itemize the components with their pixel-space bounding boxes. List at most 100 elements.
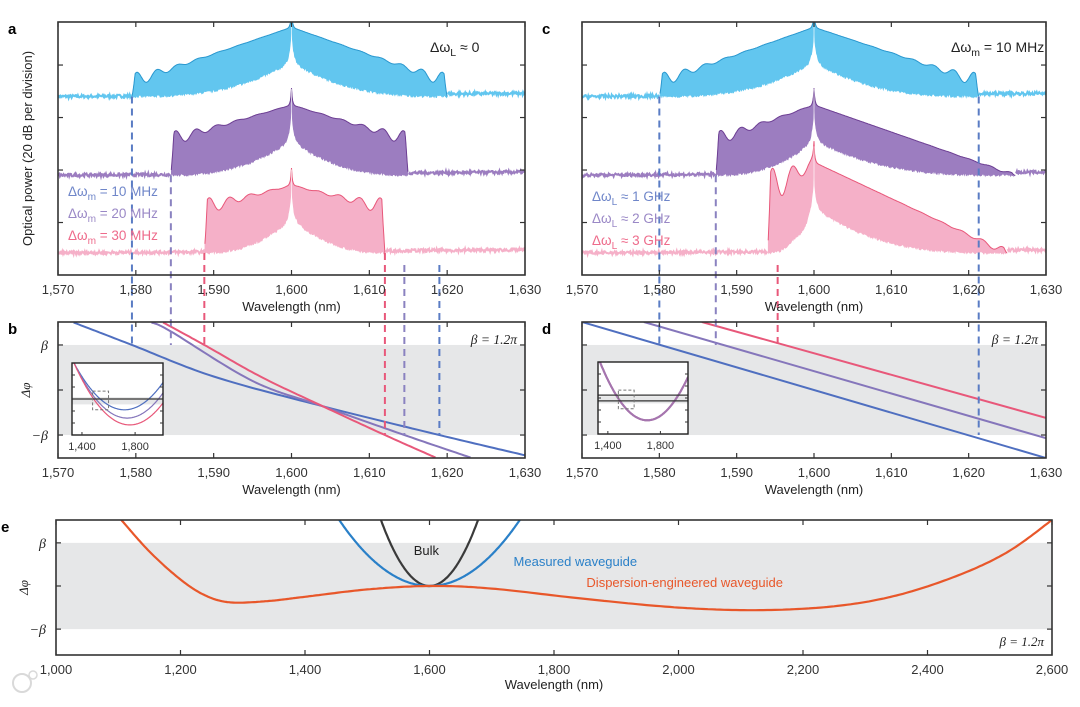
panel-c-annotation-symbol: Δω xyxy=(951,39,971,55)
curve-10-mhz xyxy=(73,322,525,457)
data-layer xyxy=(58,22,1052,612)
spectrum-baseline-1 xyxy=(978,89,1046,99)
panel-d-curves xyxy=(582,322,1046,458)
x-axis-label: Wavelength (nm) xyxy=(505,677,604,692)
legend-entry-1: Δωm = 10 MHz xyxy=(68,184,158,203)
panel-label-d: d xyxy=(542,321,551,338)
legend-entry-1-symbol: Δω xyxy=(68,184,88,199)
legend-entry-3-subscript: m xyxy=(88,236,96,247)
x-tick-label: 1,600 xyxy=(275,282,308,297)
x-tick-label: 1,630 xyxy=(1030,282,1063,297)
spectrum-fill-2 xyxy=(715,88,1016,178)
x-tick-label: 1,600 xyxy=(275,465,308,480)
panel-a-annotation-value: ≈ 0 xyxy=(456,39,479,55)
spectrum-fill-1 xyxy=(659,22,979,99)
curve-30-mhz xyxy=(162,322,436,458)
y-tick-label: −β xyxy=(30,623,46,638)
panel-b-curves xyxy=(73,322,525,458)
x-tick-label: 2,000 xyxy=(662,662,695,677)
inset-curve-3 xyxy=(598,362,688,422)
x-tick-label: 1,570 xyxy=(42,465,75,480)
panel-a-axes: 1,570 1,580 1,590 1,600 1,610 1,620 1,630 Wavel… xyxy=(8,21,541,314)
spectrum-envelope-2 xyxy=(170,88,409,172)
panel-c-axes: 1,570 1,580 1,590 1,600 1,610 1,620 1,630 Wavel… xyxy=(542,21,1062,314)
x-tick-label: 1,610 xyxy=(353,282,386,297)
panel-b-inset: 1,400 1,800 xyxy=(68,362,164,453)
y-axis-label: Δφ xyxy=(16,580,31,596)
panel-d-annotation: β = 1.2π xyxy=(991,332,1039,347)
x-tick-label: 2,400 xyxy=(911,662,944,677)
legend-entry-3: Δωm = 30 MHz xyxy=(68,228,158,247)
spectrum-fill-3 xyxy=(204,167,386,255)
x-tick-label: 1,630 xyxy=(509,282,542,297)
x-tick-label: 1,620 xyxy=(952,465,985,480)
legend-entry-3-subscript: L xyxy=(612,241,618,252)
dispersion-engineered-label: Dispersion-engineered waveguide xyxy=(586,575,783,590)
x-tick-label: 1,580 xyxy=(120,465,153,480)
inset-band xyxy=(598,396,688,404)
panel-c-annotation-value: = 10 MHz xyxy=(980,39,1044,55)
spectrum-baseline-3 xyxy=(58,247,206,259)
inset-curves xyxy=(73,363,163,426)
watermark xyxy=(12,670,38,693)
inset-curve-1 xyxy=(73,363,163,411)
panel-a-annotation-subscript: L xyxy=(450,47,456,59)
spectrum-baseline-2 xyxy=(58,169,172,181)
x-axis-label: Wavelength (nm) xyxy=(765,482,864,497)
x-tick-label: 1,630 xyxy=(1030,465,1063,480)
bulk-label: Bulk xyxy=(414,543,440,558)
watermark-logo-dot-icon xyxy=(28,670,38,680)
legend-entry-2-symbol: Δω xyxy=(68,206,88,221)
curve-3-ghz xyxy=(701,322,1046,419)
x-axis-label: Wavelength (nm) xyxy=(242,299,341,314)
inset-x-tick-label: 1,400 xyxy=(68,441,96,453)
panel-label-a: a xyxy=(8,21,17,38)
x-tick-label: 1,580 xyxy=(120,282,153,297)
x-tick-label: 1,570 xyxy=(42,282,75,297)
legend-entry-2: Δωm = 20 MHz xyxy=(68,206,158,225)
y-axis-label: Optical power (20 dB per division) xyxy=(20,51,35,246)
spectrum-baseline-3 xyxy=(582,246,769,259)
legend-entry-2-value: = 20 MHz xyxy=(96,206,158,221)
x-tick-label: 1,590 xyxy=(197,465,230,480)
legend-entry-2-subscript: m xyxy=(88,214,96,225)
spectrum-baseline-1 xyxy=(582,90,660,102)
legend-entry-2-subscript: L xyxy=(612,219,618,230)
inset-x-tick-label: 1,800 xyxy=(121,441,149,453)
panel-c-spectra xyxy=(582,22,1046,259)
watermark-logo-icon xyxy=(12,673,32,693)
inset-zoom-box xyxy=(92,390,110,411)
panel-label-c: c xyxy=(542,21,550,38)
x-axis-label: Wavelength (nm) xyxy=(765,299,864,314)
spectrum-baseline-1 xyxy=(446,88,525,99)
panel-e-curves xyxy=(120,520,1052,612)
x-tick-label: 1,590 xyxy=(197,282,230,297)
spectrum-baseline-2 xyxy=(582,169,717,180)
x-tick-label: 1,610 xyxy=(875,465,908,480)
x-tick-label: 1,200 xyxy=(164,662,197,677)
spectrum-envelope-3 xyxy=(767,141,1008,254)
legend-entry-3-symbol: Δω xyxy=(68,228,88,243)
beta-band xyxy=(56,542,1052,630)
x-tick-label: 2,200 xyxy=(787,662,820,677)
legend-entry-2: ΔωL ≈ 2 GHz xyxy=(592,211,671,230)
legend-entry-1-symbol: Δω xyxy=(592,189,612,204)
x-tick-label: 1,610 xyxy=(875,282,908,297)
panel-b-axes: 1,570 1,580 1,590 1,600 1,610 1,620 1,630 β −β Wa… xyxy=(8,321,541,497)
spectrum-baseline-2 xyxy=(1015,167,1046,178)
x-tick-label: 1,610 xyxy=(353,465,386,480)
x-tick-label: 1,630 xyxy=(509,465,542,480)
curve-dispersion-engineered-waveguide xyxy=(120,520,1052,612)
panel-label-b: b xyxy=(8,321,17,338)
x-tick-label: 1,580 xyxy=(643,282,676,297)
x-tick-label: 1,800 xyxy=(538,662,571,677)
panel-d-axes: 1,570 1,580 1,590 1,600 1,610 1,620 1,630 Wavel… xyxy=(542,321,1062,497)
legend-entry-1-subscript: m xyxy=(88,192,96,203)
x-axis-label: Wavelength (nm) xyxy=(242,482,341,497)
x-tick-label: 1,580 xyxy=(643,465,676,480)
curve-20-mhz xyxy=(151,322,471,458)
spectrum-fill-1 xyxy=(131,22,448,99)
legend-entry-1: ΔωL ≈ 1 GHz xyxy=(592,189,671,208)
marker-lines-layer xyxy=(130,96,980,436)
